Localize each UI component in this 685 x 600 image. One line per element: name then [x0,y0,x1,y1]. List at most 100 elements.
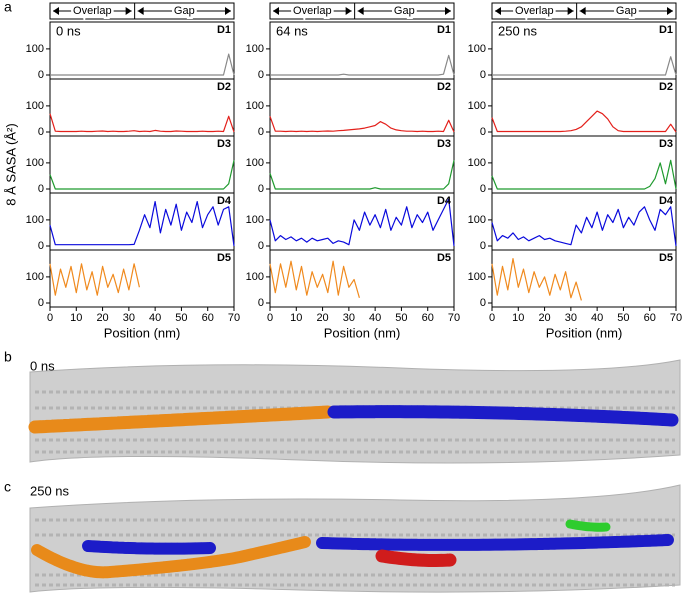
x-tick-label: 0 [267,312,273,324]
chart-title: 0 ns [56,23,81,38]
x-tick-label: 0 [47,312,53,324]
y-tick-label: 0 [258,183,264,195]
panel-letter: b [4,349,12,365]
series-label: D3 [659,138,673,150]
series-label: D4 [437,195,452,207]
panel-frame [491,192,677,251]
y-tick-label: 100 [468,43,486,55]
chart-title: 64 ns [276,23,308,38]
y-tick-label: 0 [480,69,486,81]
header-frame [491,2,677,20]
y-tick-label: 0 [480,240,486,252]
y-tick-label: 0 [480,297,486,309]
y-tick-label: 0 [38,69,44,81]
series-label: D2 [437,81,451,93]
header-label: Overlap [515,5,554,17]
y-tick-label: 0 [38,126,44,138]
y-tick-label: 100 [26,214,44,226]
fibril-image [29,484,681,593]
series-line [269,198,455,247]
series-line [49,160,235,190]
series-line [49,113,235,133]
y-tick-label: 0 [38,183,44,195]
x-tick-label: 60 [422,312,434,324]
y-tick-label: 100 [468,214,486,226]
y-tick-label: 0 [480,126,486,138]
series-line [492,56,677,76]
y-tick-label: 100 [246,271,264,283]
chart-title: 250 ns [498,23,538,38]
series-label: D4 [659,195,674,207]
x-tick-label: 40 [591,312,603,324]
header-label: Overlap [293,5,332,17]
y-tick-label: 100 [26,157,44,169]
y-tick-label: 100 [246,214,264,226]
y-tick-label: 0 [258,126,264,138]
header-frame [269,2,455,20]
series-line [50,53,235,76]
x-tick-label: 40 [149,312,161,324]
x-tick-label: 30 [343,312,355,324]
panel-frame [491,78,677,137]
series-line [49,263,140,296]
image-label: 250 ns [30,483,70,498]
x-tick-label: 30 [123,312,135,324]
x-tick-label: 10 [290,312,302,324]
panel-letter: a [4,0,12,15]
series-label: D5 [437,252,451,264]
y-tick-label: 0 [480,183,486,195]
series-line [49,201,235,247]
series-label: D1 [217,24,231,36]
series-label: D5 [659,252,673,264]
y-tick-label: 0 [258,297,264,309]
series-label: D5 [217,252,231,264]
series-line [491,206,677,247]
series-line [491,110,677,133]
panel-frame [491,249,677,308]
x-tick-label: 10 [512,312,524,324]
x-tick-label: 0 [489,312,495,324]
header-frame [49,2,235,20]
y-tick-label: 100 [468,100,486,112]
y-tick-label: 0 [38,297,44,309]
x-tick-label: 60 [644,312,656,324]
series-line [269,260,360,298]
x-tick-label: 20 [538,312,550,324]
x-tick-label: 70 [670,312,682,324]
image-label: 0 ns [30,358,55,373]
y-tick-label: 100 [468,157,486,169]
panel-letter: c [4,479,11,495]
x-tick-label: 40 [369,312,381,324]
y-tick-label: 100 [26,100,44,112]
x-tick-label: 50 [395,312,407,324]
header-label: Gap [616,5,637,17]
x-tick-label: 20 [96,312,108,324]
y-tick-label: 100 [26,271,44,283]
panel-frame [49,78,235,137]
series-label: D4 [217,195,232,207]
fibril-image [28,359,681,464]
y-tick-label: 0 [38,240,44,252]
y-tick-label: 100 [26,43,44,55]
series-line [491,258,582,301]
x-tick-label: 70 [448,312,460,324]
y-tick-label: 100 [246,100,264,112]
x-tick-label: 70 [228,312,240,324]
panel-frame [49,249,235,308]
x-tick-label: 20 [316,312,328,324]
series-label: D1 [659,24,673,36]
series-label: D1 [437,24,451,36]
x-axis-label: Position (nm) [324,325,401,340]
x-tick-label: 10 [70,312,82,324]
series-label: D2 [659,81,673,93]
series-line [269,116,455,133]
panel-frame [491,135,677,194]
header-label: Gap [174,5,195,17]
x-tick-label: 50 [617,312,629,324]
series-label: D2 [217,81,231,93]
panel-frame [269,135,455,194]
series-label: D3 [217,138,231,150]
series-line [270,54,455,76]
y-tick-label: 0 [258,69,264,81]
